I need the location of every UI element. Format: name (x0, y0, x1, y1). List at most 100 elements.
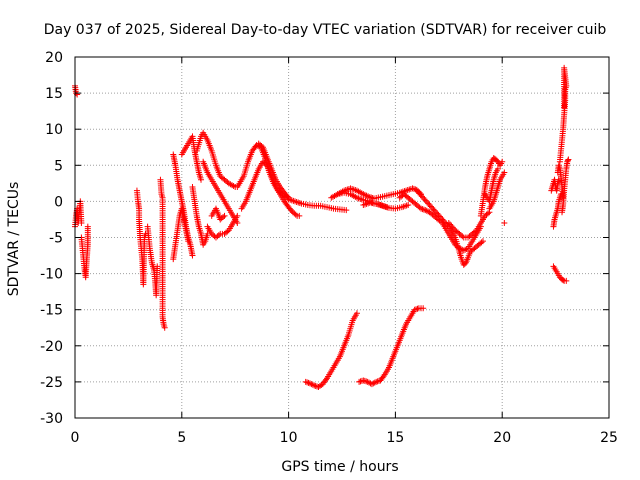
data-point (161, 324, 168, 331)
data-point (448, 222, 455, 229)
grid (75, 57, 609, 418)
data-point (185, 238, 192, 245)
y-tick-label: -25 (40, 375, 63, 391)
data-point (413, 187, 420, 194)
data-point (380, 373, 387, 380)
data-point (405, 202, 412, 209)
data-point (443, 220, 450, 227)
y-tick-label: 5 (54, 158, 63, 174)
data-point (425, 200, 432, 207)
data-point (472, 228, 479, 235)
data-point (501, 169, 508, 176)
data-point (420, 305, 427, 312)
data-point (565, 156, 572, 163)
data-point (435, 212, 442, 219)
data-point (424, 199, 431, 206)
data-point (198, 176, 205, 183)
y-tick-label: 15 (45, 86, 63, 102)
x-tick-label: 25 (600, 430, 618, 446)
data-point (78, 220, 85, 227)
data-point (560, 277, 567, 284)
data-point (343, 207, 350, 214)
data-point (460, 247, 467, 254)
data-point (366, 379, 373, 386)
y-tick-label: -20 (40, 339, 63, 355)
data-point (447, 221, 454, 228)
data-point (436, 213, 443, 220)
data-point (420, 194, 427, 201)
x-tick-label: 0 (71, 430, 80, 446)
data-point (499, 158, 506, 165)
data-point (440, 217, 447, 224)
y-tick-label: 20 (45, 50, 63, 66)
data-point (432, 209, 439, 216)
data-point (322, 376, 329, 383)
data-point (221, 212, 228, 219)
plot-marks (72, 64, 572, 390)
x-tick-label: 5 (177, 430, 186, 446)
data-point (494, 165, 501, 172)
data-point (445, 220, 452, 227)
y-tick-label: 10 (45, 122, 63, 138)
data-point (84, 223, 91, 230)
y-tick-label: -5 (49, 231, 63, 247)
data-point (434, 210, 441, 217)
data-point (215, 232, 222, 239)
data-point (459, 233, 466, 240)
data-point (224, 228, 231, 235)
x-tick-label: 15 (386, 430, 404, 446)
data-point (438, 215, 445, 222)
data-point (441, 219, 448, 226)
data-point (430, 206, 437, 213)
data-point (308, 381, 315, 388)
data-point (561, 104, 568, 111)
data-point (284, 193, 291, 200)
data-point (421, 196, 428, 203)
data-point (417, 191, 424, 198)
data-point (431, 207, 438, 214)
data-point (449, 224, 456, 231)
y-tick-label: -10 (40, 267, 63, 283)
data-point (285, 194, 292, 201)
data-point (292, 211, 299, 218)
data-point (416, 190, 423, 197)
x-axis-label: GPS time / hours (281, 459, 398, 475)
data-point (368, 381, 375, 388)
data-point (415, 189, 422, 196)
data-point (478, 239, 485, 246)
x-tick-label: 10 (280, 430, 298, 446)
data-point (462, 246, 469, 253)
data-point (450, 225, 457, 232)
y-tick-label: -15 (40, 303, 63, 319)
data-point (484, 210, 491, 217)
data-point (189, 252, 196, 259)
data-point (258, 143, 265, 150)
data-point (427, 203, 434, 210)
data-point (439, 216, 446, 223)
data-point (422, 207, 429, 214)
y-axis-label: SDTVAR / TECUs (6, 182, 22, 297)
data-point (224, 179, 231, 186)
data-point (423, 207, 430, 214)
data-point (364, 378, 371, 385)
data-point (479, 238, 486, 245)
data-point (353, 310, 360, 317)
chart-title: Day 037 of 2025, Sidereal Day-to-day VTE… (44, 22, 607, 38)
data-point (422, 197, 429, 204)
data-point (309, 381, 316, 388)
data-point (142, 230, 149, 237)
data-point (429, 204, 436, 211)
data-point (371, 379, 378, 386)
data-point (370, 380, 377, 387)
data-point (220, 214, 227, 221)
data-point (564, 157, 571, 164)
y-tick-label: 0 (54, 194, 63, 210)
axes: -30 -25 -20 -15 -10 -5 0 5 10 15 20 0 5 10 15 20 25 (40, 50, 618, 446)
data-point (296, 212, 303, 219)
x-tick-label: 20 (493, 430, 511, 446)
data-point (418, 193, 425, 200)
data-point (426, 202, 433, 209)
data-point (501, 220, 508, 227)
data-point (563, 277, 570, 284)
